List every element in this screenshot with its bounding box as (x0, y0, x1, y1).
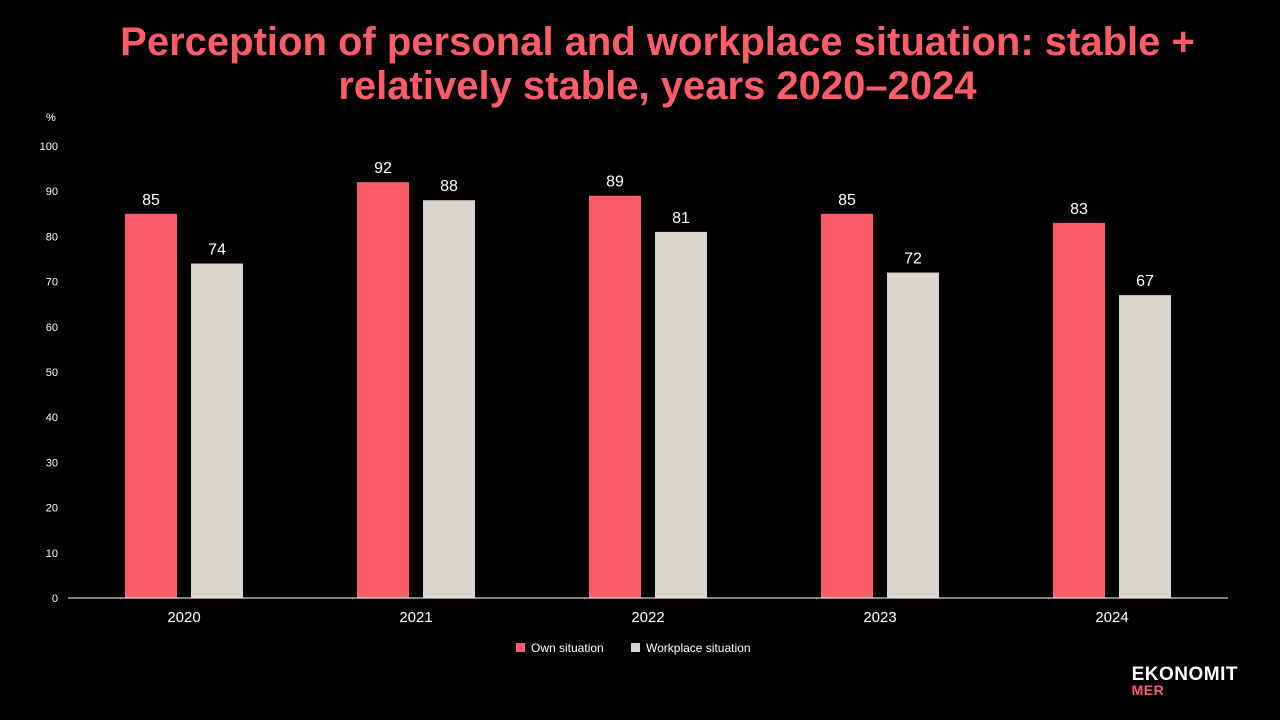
y-tick-label: 40 (46, 412, 58, 424)
data-label: 89 (606, 174, 624, 191)
x-tick-label: 2023 (863, 609, 896, 626)
legend: Own situation Workplace situation (516, 641, 751, 655)
legend-label-workplace: Workplace situation (646, 641, 751, 655)
logo-line-1: EKONOMIT (1131, 664, 1238, 685)
data-label: 88 (440, 178, 458, 195)
y-tick-label: 50 (46, 367, 58, 379)
bar-own-2020 (125, 213, 177, 599)
data-label: 85 (838, 192, 856, 209)
bar-own-2024 (1053, 222, 1105, 598)
data-label: 92 (374, 160, 392, 177)
data-label: 81 (672, 210, 690, 227)
bar-own-2022 (589, 195, 641, 598)
y-tick-label: 70 (46, 277, 58, 289)
y-tick-label: 60 (46, 322, 58, 334)
y-tick-label: 10 (46, 548, 58, 560)
x-tick-label: 2024 (1095, 609, 1128, 626)
bar-workplace-2021 (423, 200, 475, 599)
bars-group: 85 74 92 88 89 81 85 72 83 67 (125, 160, 1171, 599)
chart-title: Perception of personal and workplace sit… (120, 20, 1195, 108)
y-axis-unit: % (46, 112, 56, 124)
y-tick-label: 30 (46, 457, 58, 469)
brand-logo: EKONOMIT MER (1131, 664, 1238, 698)
data-label: 85 (142, 192, 160, 209)
y-tick-label: 100 (40, 141, 58, 153)
legend-swatch-own (516, 643, 525, 652)
bar-workplace-2020 (191, 263, 243, 598)
legend-swatch-workplace (631, 643, 640, 652)
bar-own-2023 (821, 213, 873, 599)
x-tick-label: 2020 (167, 609, 200, 626)
data-label: 67 (1136, 273, 1154, 290)
x-tick-label: 2022 (631, 609, 664, 626)
logo-line-2: MER (1131, 682, 1165, 698)
y-tick-label: 20 (46, 503, 58, 515)
bar-workplace-2023 (887, 272, 939, 598)
y-tick-label: 90 (46, 186, 58, 198)
bar-workplace-2024 (1119, 295, 1171, 598)
data-label: 72 (904, 251, 922, 268)
bar-workplace-2022 (655, 231, 707, 598)
x-tick-label: 2021 (399, 609, 432, 626)
x-axis: 2020 2021 2022 2023 2024 (68, 597, 1228, 626)
data-label: 83 (1070, 201, 1088, 218)
y-tick-label: 0 (52, 593, 58, 605)
y-axis: % 0 10 20 30 40 50 60 70 80 90 100 (40, 112, 58, 605)
data-label: 74 (208, 242, 226, 259)
legend-label-own: Own situation (531, 641, 604, 655)
bar-own-2021 (357, 182, 409, 598)
y-tick-label: 80 (46, 231, 58, 243)
